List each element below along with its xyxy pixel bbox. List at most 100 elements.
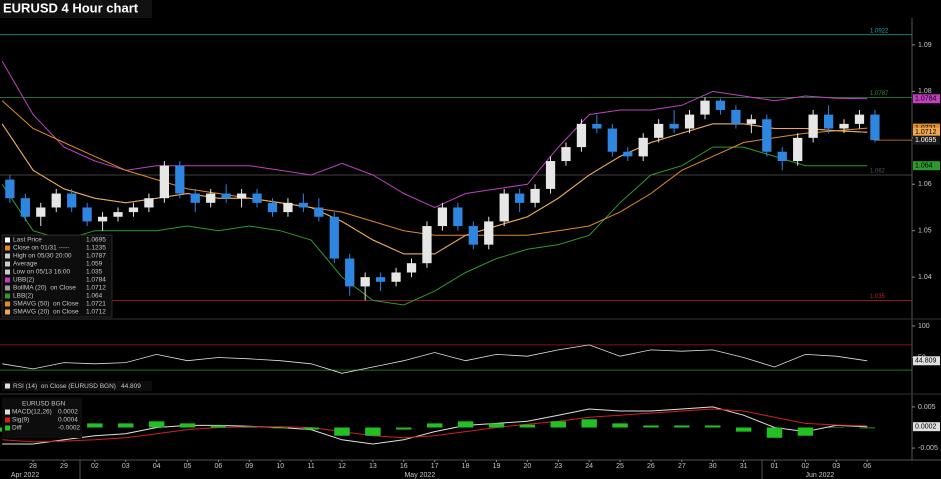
price-tag-label: 1.0695 <box>915 137 937 144</box>
y-tick-label: 0.005 <box>918 404 936 411</box>
diff-bar <box>550 421 566 428</box>
candle-body <box>499 193 509 222</box>
indicator-line <box>1 146 868 306</box>
candle-body <box>607 128 617 152</box>
legend-value: 1.0787 <box>86 253 106 260</box>
y-tick-label: 1.06 <box>918 181 932 188</box>
price-tag <box>913 127 940 137</box>
legend-swatch <box>5 285 10 291</box>
rsi-value: 44.809 <box>121 383 141 390</box>
legend-value: 1.0695 <box>86 237 106 244</box>
legend-value: 1.0784 <box>86 277 106 284</box>
x-tick-label: 20 <box>523 463 531 470</box>
diff-bar <box>179 423 196 428</box>
price-tag-label: 1.0784 <box>915 96 937 103</box>
x-tick-label: 04 <box>153 463 161 470</box>
legend-label: Average <box>13 261 37 268</box>
legend-swatch <box>5 409 10 415</box>
candle-body <box>128 207 139 213</box>
candle-body <box>654 123 664 138</box>
candle-body <box>113 212 123 217</box>
rsi-tag <box>913 356 940 366</box>
candle-body <box>82 207 92 222</box>
diff-bar <box>766 427 783 438</box>
month-label: Jun 2022 <box>806 472 835 479</box>
candle-body <box>67 193 77 208</box>
legend-value: 1.064 <box>86 293 103 300</box>
candle-body <box>190 193 200 203</box>
candle-body <box>5 179 15 199</box>
legend-value: 1.059 <box>86 261 103 268</box>
diff-bar <box>334 427 350 436</box>
legend-swatch <box>5 277 10 283</box>
x-tick-label: 23 <box>554 463 562 470</box>
diff-bar <box>581 419 597 428</box>
legend-value: 0.0002 <box>58 409 78 416</box>
diff-bar <box>674 425 690 428</box>
candle-body <box>267 202 278 213</box>
candle-body <box>530 188 540 203</box>
diff-bar <box>148 421 165 428</box>
legend-swatch <box>5 425 10 431</box>
legend-label: BollMA (20) on Close <box>13 285 76 292</box>
diff-bar <box>426 423 443 428</box>
legend-box <box>1 234 113 318</box>
legend-swatch <box>5 245 10 251</box>
candle-body <box>391 272 401 282</box>
diff-bar <box>457 421 474 428</box>
diff-bar <box>519 424 536 428</box>
legend-swatch <box>5 301 10 307</box>
candle-body <box>715 100 726 110</box>
candle-body <box>669 123 679 129</box>
price-tag <box>913 161 940 171</box>
candle-body <box>684 114 695 129</box>
x-tick-label: 02 <box>802 463 810 470</box>
candle-body <box>206 193 216 203</box>
candle-body <box>777 151 787 162</box>
candle-body <box>20 198 30 217</box>
legend-swatch <box>5 417 10 423</box>
candle-body <box>700 100 710 115</box>
candle-body <box>484 221 494 245</box>
rsi-label: RSI (14) on Close (EURUSD BGN) <box>13 383 116 390</box>
diff-bar <box>643 425 659 428</box>
legend-value: 1.035 <box>86 269 103 276</box>
candle-body <box>561 147 571 162</box>
price-tag-label: 1.064 <box>915 163 933 170</box>
indicator-line <box>1 100 868 236</box>
candle-body <box>623 151 633 157</box>
candle-body <box>236 193 247 199</box>
candle-body <box>515 193 525 203</box>
legend-swatch <box>5 269 10 275</box>
reference-label: 1.0922 <box>870 28 889 34</box>
x-tick-label: 02 <box>91 463 99 470</box>
legend-label: SMAVG (20) on Close <box>13 309 79 316</box>
candle-body <box>746 119 756 124</box>
x-tick-label: 19 <box>493 463 501 470</box>
candle-body <box>406 263 417 273</box>
x-tick-label: 30 <box>709 463 717 470</box>
diff-bar <box>396 427 412 430</box>
diff-bar <box>303 427 319 430</box>
reference-label: 1.035 <box>870 294 886 300</box>
candle-body <box>159 165 169 199</box>
diff-bar <box>272 427 288 429</box>
x-tick-label: 03 <box>832 463 840 470</box>
legend-label: LBB(2) <box>13 293 33 300</box>
price-tag <box>913 135 940 145</box>
rsi-label-box <box>2 381 152 391</box>
candle-body <box>283 202 293 213</box>
candle-body <box>360 277 370 287</box>
x-tick-label: 05 <box>184 463 192 470</box>
x-tick-label: 31 <box>740 463 748 470</box>
month-label: Apr 2022 <box>11 472 40 479</box>
price-tag-label: 1.0712 <box>915 129 937 136</box>
candle-body <box>329 216 339 259</box>
candle-body <box>375 277 386 282</box>
candle-body <box>453 207 463 227</box>
x-tick-label: 06 <box>863 463 871 470</box>
candle-body <box>314 207 324 217</box>
reference-label: 1.0787 <box>870 91 889 97</box>
candle-body <box>252 193 262 203</box>
